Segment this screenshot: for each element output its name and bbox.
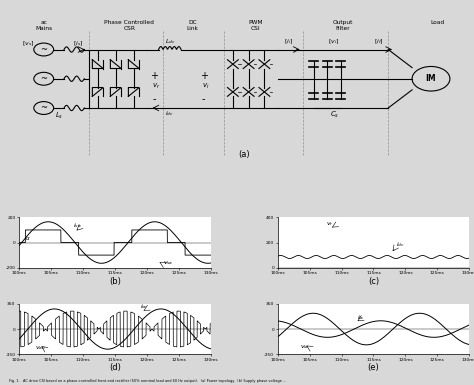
Text: -: - <box>152 94 156 104</box>
X-axis label: (b): (b) <box>109 276 121 286</box>
Text: $v_{sa}$: $v_{sa}$ <box>163 259 173 268</box>
Text: PWM
CSI: PWM CSI <box>248 20 263 31</box>
Text: $i_{la}$: $i_{la}$ <box>357 313 365 321</box>
Text: Fig. 1.   AC drive CSI based on a phase-controlled front-end rectifier (50% nomi: Fig. 1. AC drive CSI based on a phase-co… <box>9 379 287 383</box>
X-axis label: (e): (e) <box>367 363 379 372</box>
Text: (a): (a) <box>238 150 250 159</box>
Text: $[i_f]$: $[i_f]$ <box>374 37 384 46</box>
Text: IM: IM <box>426 74 436 83</box>
Text: $[i_i]$: $[i_i]$ <box>284 37 294 46</box>
Text: +: + <box>150 71 158 81</box>
Text: $i_{sa}$: $i_{sa}$ <box>73 221 82 230</box>
Text: Load: Load <box>431 20 445 25</box>
Text: ac
Mains: ac Mains <box>35 20 52 31</box>
Text: $C_s$: $C_s$ <box>329 110 339 120</box>
Text: ~: ~ <box>40 45 47 54</box>
Text: Output
Filter: Output Filter <box>333 20 353 31</box>
Text: $[v_i]$: $[v_i]$ <box>328 37 340 46</box>
Text: $L_{dc}$: $L_{dc}$ <box>164 37 175 46</box>
Text: $v_r$: $v_r$ <box>152 82 161 91</box>
Text: $i_{dc}$: $i_{dc}$ <box>396 240 405 249</box>
Text: $v_{ab}$: $v_{ab}$ <box>35 344 46 352</box>
Text: $L_s$: $L_s$ <box>55 111 64 121</box>
Text: $[v_s]$: $[v_s]$ <box>22 39 34 48</box>
Text: $v_i$: $v_i$ <box>202 82 210 91</box>
Text: DC
Link: DC Link <box>186 20 198 31</box>
Text: +: + <box>200 71 208 81</box>
Text: $i_{dc}$: $i_{dc}$ <box>165 109 174 118</box>
Text: Phase Controlled
CSR: Phase Controlled CSR <box>104 20 154 31</box>
X-axis label: (d): (d) <box>109 363 121 372</box>
Text: $[i_s]$: $[i_s]$ <box>73 39 84 48</box>
Text: ~: ~ <box>40 74 47 83</box>
Text: ~: ~ <box>40 104 47 112</box>
X-axis label: (c): (c) <box>368 276 379 286</box>
Text: $v_{la}$: $v_{la}$ <box>300 343 310 351</box>
Text: $\alpha$: $\alpha$ <box>25 235 31 242</box>
Text: $i_{ia}$: $i_{ia}$ <box>140 302 148 311</box>
Text: $v_r$: $v_r$ <box>326 220 333 228</box>
Text: -: - <box>202 94 205 104</box>
